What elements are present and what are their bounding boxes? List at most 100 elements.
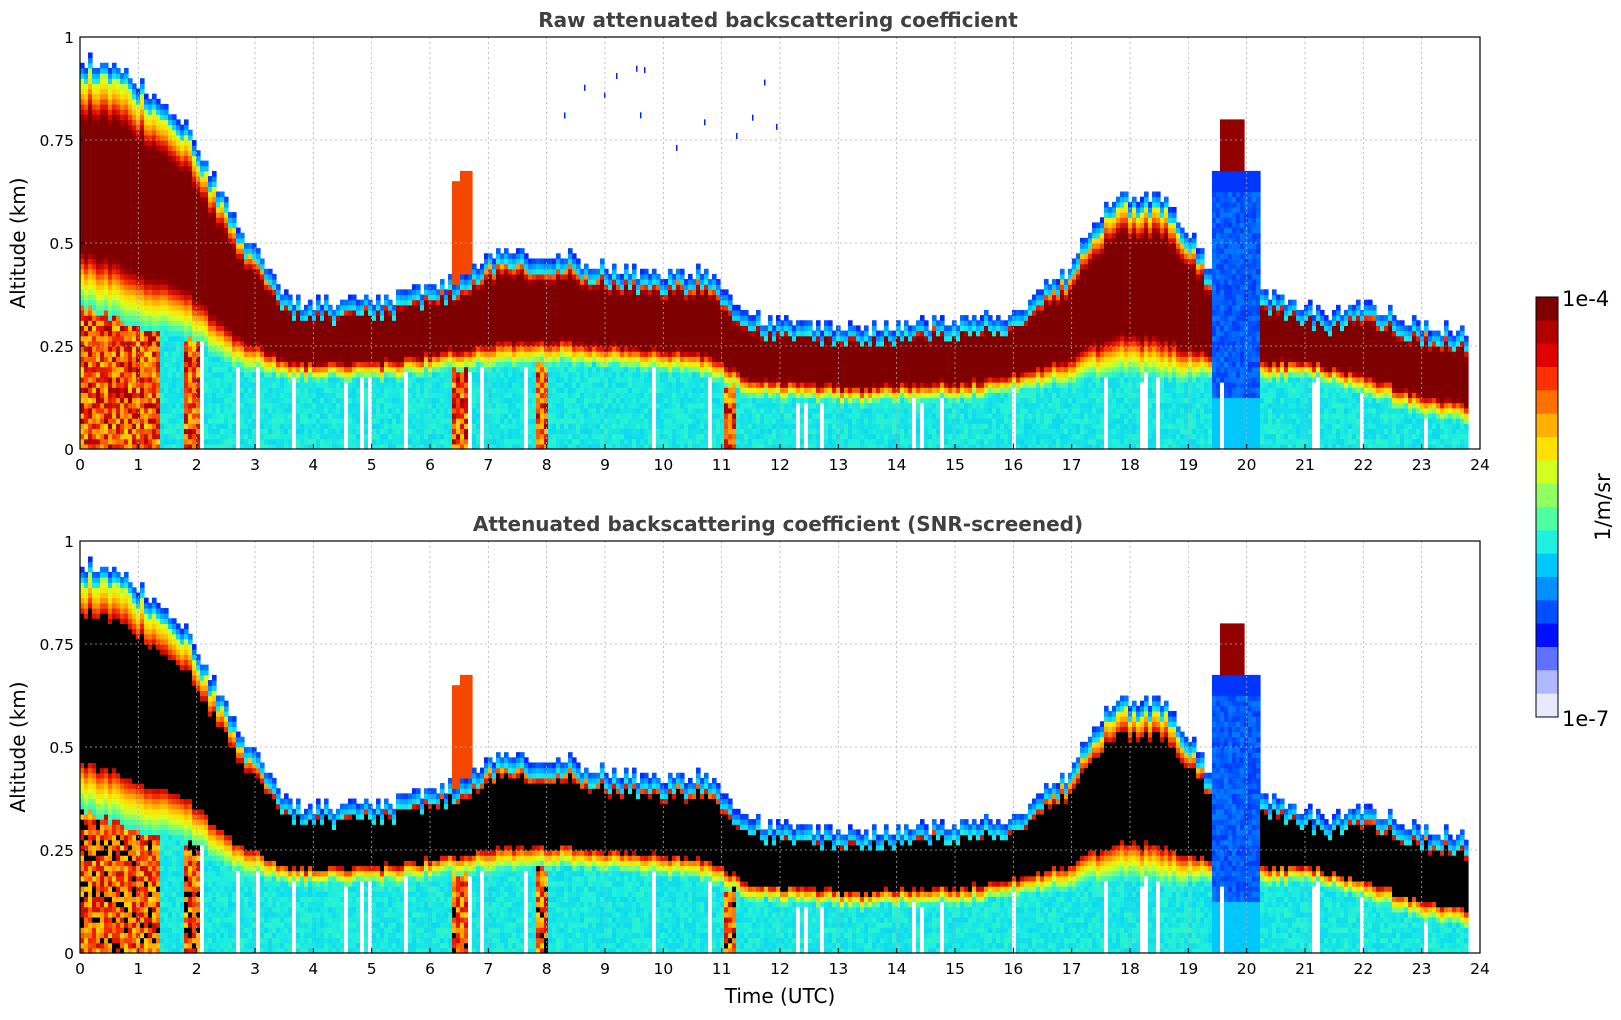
heatmap-cell [96,83,101,90]
heatmap-cell [304,402,309,409]
heatmap-cell [412,315,417,321]
heatmap-cell [176,284,181,290]
heatmap-cell [100,346,105,352]
heatmap-cell [340,361,345,368]
heatmap-cell [88,165,93,172]
heatmap-cell [108,294,113,301]
heatmap-cell [216,253,221,260]
heatmap-cell [520,351,525,357]
heatmap-cell [100,191,105,198]
heatmap-cell [400,402,405,409]
heatmap-cell [220,387,225,393]
heatmap-cell [408,340,413,347]
heatmap-cell [132,284,137,290]
heatmap-cell [476,335,481,342]
heatmap-cell [176,346,181,352]
heatmap-cell [416,289,421,296]
heatmap-cell [460,418,465,424]
heatmap-cell [468,443,473,450]
heatmap-cell [260,340,265,347]
heatmap-cell [232,402,237,409]
heatmap-cell [200,165,205,172]
heatmap-cell [452,438,457,445]
heatmap-cell [248,315,253,321]
heatmap-cell [100,253,105,260]
heatmap-cell [152,371,157,378]
heatmap-cell [184,129,189,136]
heatmap-cell [136,248,141,254]
heatmap-cell [256,330,261,337]
heatmap-cell [416,340,421,347]
heatmap-cell [280,443,285,450]
heatmap-cell [224,351,229,357]
heatmap-cell [428,433,433,440]
heatmap-cell [456,325,461,332]
heatmap-cell [164,294,169,301]
heatmap-cell [212,304,217,311]
heatmap-cell [80,423,85,429]
heatmap-cell [132,140,137,146]
heatmap-cell [136,196,141,203]
heatmap-cell [456,407,461,414]
heatmap-cell [164,109,169,115]
heatmap-cell [184,273,189,280]
heatmap-cell [436,330,441,337]
heatmap-cell [240,438,245,445]
heatmap-cell [484,335,489,342]
heatmap-cell [156,145,161,151]
heatmap-cell [220,217,225,223]
heatmap-cell [84,428,89,435]
heatmap-cell [452,315,457,321]
heatmap-cell [80,299,85,306]
heatmap-cell [216,418,221,424]
heatmap-cell [96,443,101,450]
heatmap-cell [316,443,321,450]
heatmap-cell [96,387,101,393]
heatmap-cell [272,340,277,347]
heatmap-cell [220,397,225,404]
heatmap-cell [476,407,481,414]
heatmap-cell [120,263,125,270]
heatmap-cell [136,109,141,115]
heatmap-cell [100,268,105,275]
heatmap-cell [268,443,273,450]
heatmap-cell [400,361,405,368]
heatmap-cell [328,407,333,414]
heatmap-cell [316,402,321,409]
heatmap-cell [88,361,93,368]
heatmap-cell [104,62,109,69]
heatmap-cell [152,443,157,450]
heatmap-cell [136,387,141,393]
heatmap-cell [208,191,213,198]
heatmap-cell [196,299,201,306]
heatmap-cell [296,346,301,352]
heatmap-cell [448,376,453,383]
heatmap-cell [92,119,97,126]
heatmap-cell [188,206,193,213]
heatmap-cell [248,346,253,352]
heatmap-cell [300,387,305,393]
heatmap-cell [180,392,185,399]
heatmap-cell [176,289,181,296]
heatmap-cell [240,243,245,249]
heatmap-cell [324,418,329,424]
heatmap-cell [420,376,425,383]
heatmap-cell [484,366,489,373]
heatmap-cell [120,407,125,414]
heatmap-cell [380,356,385,363]
heatmap-cell [432,397,437,404]
heatmap-cell [180,304,185,311]
heatmap-cell [244,330,249,337]
heatmap-cell [460,284,465,290]
heatmap-cell [436,356,441,363]
heatmap-cell [372,315,377,321]
heatmap-cell [108,356,113,363]
heatmap-cell [100,129,105,136]
heatmap-cell [484,304,489,311]
heatmap-cell [516,438,521,445]
heatmap-cell [156,253,161,260]
heatmap-cell [304,356,309,363]
heatmap-cell [204,268,209,275]
heatmap-cell [192,418,197,424]
heatmap-cell [336,428,341,435]
